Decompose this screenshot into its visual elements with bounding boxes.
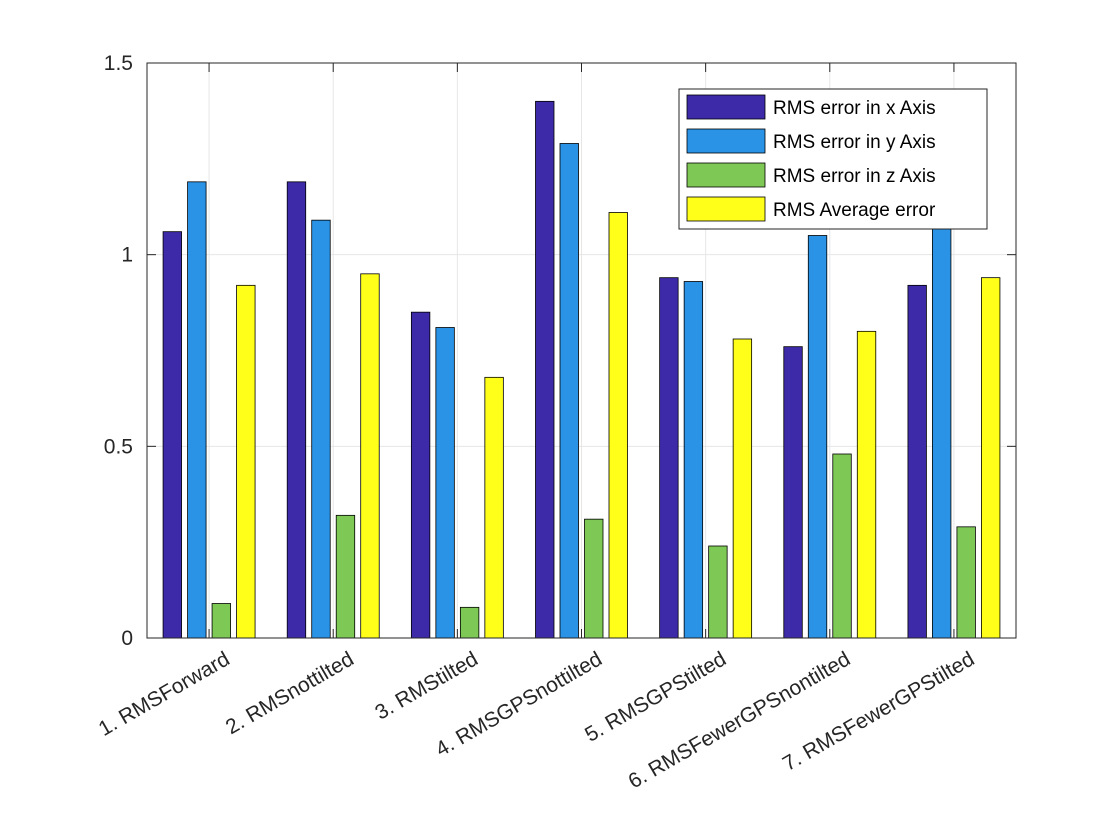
y-tick-label: 0.5 <box>104 435 133 458</box>
bar-4-6 <box>856 330 877 639</box>
legend-swatch <box>686 128 766 154</box>
legend-label: RMS Average error <box>773 200 936 221</box>
legend-swatch <box>686 94 766 120</box>
y-tick-labels: 0 0.5 1 1.5 <box>104 52 133 650</box>
legend: RMS error in x Axis RMS error in y Axis RM… <box>678 88 988 230</box>
bar-4-3 <box>484 376 504 639</box>
axis-ticks <box>147 62 1016 639</box>
bar-2-4 <box>559 143 579 639</box>
legend-label: RMS error in x Axis <box>773 98 936 119</box>
category-label: 3. RMStilted <box>371 647 482 724</box>
bar-2-7 <box>932 208 952 639</box>
bar-3-3 <box>459 606 480 639</box>
legend-swatch <box>686 196 766 222</box>
bar-3-5 <box>708 545 728 639</box>
bar-4-4 <box>608 212 628 639</box>
y-tick-label: 1 <box>121 244 133 267</box>
bar-4-7 <box>981 277 1001 639</box>
bar-4-5 <box>732 338 753 639</box>
bar-1-1 <box>162 231 182 639</box>
bar-1-7 <box>907 284 927 639</box>
bar-1-2 <box>286 181 307 639</box>
category-label: 6. RMSFewerGPSnontilted <box>624 647 854 793</box>
bar-1-3 <box>410 311 431 639</box>
bar-3-6 <box>832 453 852 639</box>
bar-3-1 <box>211 603 231 639</box>
bar-2-3 <box>435 327 455 639</box>
y-tick-label: 0 <box>121 627 133 650</box>
bar-3-7 <box>956 526 976 639</box>
bar-3-4 <box>584 518 604 639</box>
legend-swatch <box>686 162 766 188</box>
bar-4-1 <box>236 284 256 639</box>
bar-1-4 <box>535 100 555 639</box>
bar-2-5 <box>683 281 704 639</box>
bar-4-2 <box>360 273 380 639</box>
legend-label: RMS error in z Axis <box>773 166 936 187</box>
bar-2-2 <box>311 219 331 639</box>
bar-2-1 <box>187 181 207 639</box>
legend-label: RMS error in y Axis <box>773 132 936 153</box>
category-label: 2. RMSnottilted <box>222 647 358 739</box>
bar-2-6 <box>807 235 828 639</box>
category-label: 1. RMSForward <box>95 647 234 740</box>
y-tick-label: 1.5 <box>104 52 133 75</box>
bar-1-5 <box>659 277 679 639</box>
bar-3-2 <box>335 514 356 639</box>
bar-1-6 <box>783 346 803 639</box>
